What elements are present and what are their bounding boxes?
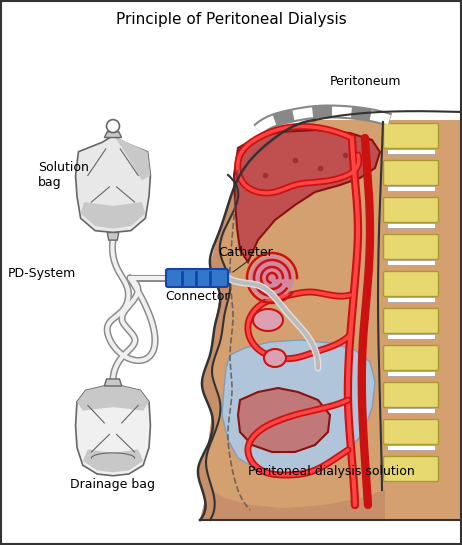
FancyBboxPatch shape: [383, 346, 438, 371]
Polygon shape: [222, 340, 375, 475]
Polygon shape: [238, 388, 330, 452]
Text: Solution
bag: Solution bag: [38, 161, 89, 189]
Circle shape: [250, 256, 294, 300]
FancyBboxPatch shape: [383, 271, 438, 296]
Ellipse shape: [253, 309, 283, 331]
Text: Peritoneum: Peritoneum: [330, 75, 401, 88]
FancyBboxPatch shape: [383, 308, 438, 334]
Polygon shape: [107, 233, 119, 240]
Text: Principle of Peritoneal Dialysis: Principle of Peritoneal Dialysis: [116, 12, 346, 27]
Bar: [387, 297, 435, 302]
Bar: [387, 445, 435, 450]
Bar: [387, 408, 435, 413]
FancyBboxPatch shape: [383, 124, 438, 148]
Text: Drainage bag: Drainage bag: [71, 479, 156, 492]
Text: Peritoneal dialysis solution: Peritoneal dialysis solution: [248, 465, 415, 478]
Polygon shape: [210, 490, 385, 520]
Polygon shape: [80, 202, 146, 229]
FancyBboxPatch shape: [166, 269, 228, 287]
Text: PD-System: PD-System: [8, 267, 76, 280]
Polygon shape: [76, 386, 151, 476]
FancyBboxPatch shape: [383, 457, 438, 481]
Polygon shape: [116, 137, 151, 180]
Polygon shape: [234, 130, 380, 262]
Polygon shape: [104, 132, 122, 137]
FancyBboxPatch shape: [383, 160, 438, 185]
Text: Catheter: Catheter: [218, 246, 273, 259]
FancyBboxPatch shape: [383, 383, 438, 408]
Bar: [387, 186, 435, 191]
Bar: [387, 371, 435, 376]
FancyBboxPatch shape: [383, 234, 438, 259]
Bar: [387, 260, 435, 265]
FancyBboxPatch shape: [383, 420, 438, 445]
Bar: [387, 223, 435, 228]
Circle shape: [107, 119, 120, 132]
Text: Connector: Connector: [165, 290, 229, 303]
Polygon shape: [198, 120, 462, 520]
Polygon shape: [198, 120, 315, 520]
Polygon shape: [76, 136, 151, 233]
Ellipse shape: [264, 349, 286, 367]
FancyBboxPatch shape: [383, 197, 438, 222]
Polygon shape: [104, 379, 122, 386]
Bar: [387, 334, 435, 339]
Polygon shape: [83, 450, 143, 472]
Polygon shape: [77, 386, 149, 410]
Bar: [387, 149, 435, 154]
